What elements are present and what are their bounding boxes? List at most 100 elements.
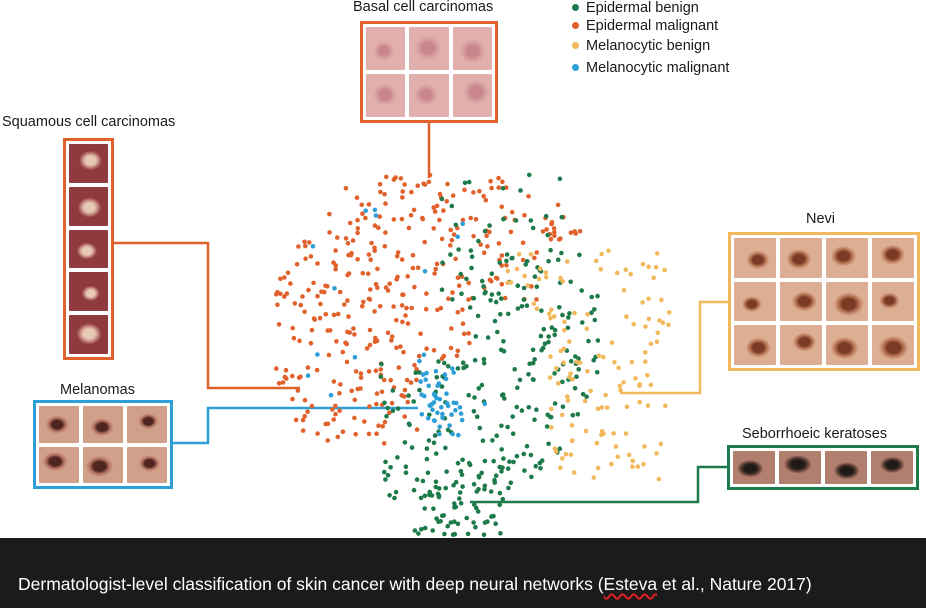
scatter-point (405, 274, 411, 279)
scatter-point (557, 446, 563, 452)
scatter-point (624, 404, 630, 410)
scatter-point (560, 456, 565, 461)
scatter-point (381, 441, 387, 446)
scatter-point (541, 326, 547, 332)
scatter-point (489, 514, 494, 519)
scatter-point (492, 480, 498, 485)
scatter-point (335, 235, 340, 240)
scatter-point (548, 315, 553, 321)
scatter-point (483, 197, 489, 203)
scatter-point (519, 304, 525, 309)
scatter-point (559, 214, 565, 220)
scatter-point (640, 261, 646, 267)
scatter-point (387, 281, 393, 287)
scatter-point (434, 203, 440, 209)
scatter-point (382, 191, 387, 197)
scatter-point (565, 398, 571, 403)
scatter-point (596, 353, 602, 359)
scatter-point (421, 352, 427, 358)
scatter-point (368, 287, 373, 292)
scatter-point (401, 349, 406, 355)
scatter-point (302, 397, 308, 403)
label-nevi: Nevi (806, 211, 836, 227)
caption-part: Dermatologist-level classification of sk… (18, 574, 604, 594)
scatter-point (576, 367, 581, 372)
scatter-point (360, 270, 366, 276)
scatter-point (403, 313, 408, 318)
scatter-point (553, 449, 559, 454)
scatter-point (487, 277, 493, 283)
scatter-point (466, 331, 471, 336)
scatter-point (311, 280, 316, 286)
scatter-point (309, 327, 315, 333)
scatter-point (560, 379, 565, 385)
scatter-point (487, 223, 492, 228)
scatter-point (346, 314, 351, 319)
scatter-point (338, 382, 343, 387)
scatter-point (465, 531, 471, 537)
scatter-point (433, 266, 439, 272)
scatter-point (363, 215, 368, 221)
scatter-point (529, 474, 534, 480)
scatter-point (476, 487, 481, 492)
scatter-point (548, 414, 554, 420)
scatter-point (538, 266, 543, 272)
scatter-point (362, 419, 367, 424)
scatter-point (609, 340, 615, 345)
scatter-point (514, 453, 520, 459)
scatter-point (396, 365, 402, 370)
scatter-point (497, 464, 503, 470)
scatter-point (342, 302, 347, 307)
scatter-point (296, 375, 302, 381)
scatter-point (382, 469, 387, 475)
lesion-image-tile (872, 325, 914, 365)
scatter-point (394, 253, 400, 259)
scatter-point (455, 348, 461, 354)
scatter-point (584, 394, 589, 400)
scatter-point (477, 425, 483, 431)
scatter-point (305, 409, 310, 415)
scatter-point (428, 403, 433, 408)
scatter-point (549, 307, 554, 313)
scatter-point (378, 189, 383, 195)
scatter-point (402, 182, 407, 187)
scatter-point (481, 284, 486, 289)
scatter-point (412, 528, 418, 533)
scatter-point (509, 209, 515, 215)
connector-line (470, 465, 727, 504)
scatter-point (420, 478, 426, 484)
scatter-point (448, 520, 454, 525)
scatter-point (431, 226, 437, 231)
nevi-image-panel (728, 232, 920, 371)
scatter-point (367, 297, 373, 302)
scatter-point (552, 229, 557, 235)
scatter-point (499, 204, 505, 210)
scatter-point (296, 244, 301, 249)
scatter-point (385, 330, 391, 336)
scatter-point (333, 403, 338, 409)
lesion-image-tile (83, 406, 123, 443)
scatter-point (489, 185, 494, 191)
scatter-point (560, 279, 565, 284)
scatter-point (474, 414, 480, 420)
scatter-point (398, 176, 404, 181)
scatter-point (402, 440, 408, 445)
scatter-point (548, 354, 553, 359)
scatter-point (446, 296, 451, 302)
scatter-point (558, 348, 564, 354)
scatter-point (411, 487, 417, 493)
scatter-point (450, 431, 455, 437)
scatter-point (654, 251, 660, 256)
scatter-point (454, 353, 460, 359)
scatter-point (504, 252, 510, 257)
scatter-point (522, 273, 527, 279)
scatter-point (460, 484, 465, 489)
scatter-point (435, 491, 441, 497)
scatter-point (508, 280, 514, 285)
scatter-point (466, 392, 472, 398)
legend-item-melanocytic-benign: Melanocytic benign (572, 38, 710, 54)
scatter-point (464, 364, 469, 369)
scatter-point (387, 410, 392, 416)
scatter-point (488, 489, 494, 494)
scatter-point (491, 458, 497, 464)
